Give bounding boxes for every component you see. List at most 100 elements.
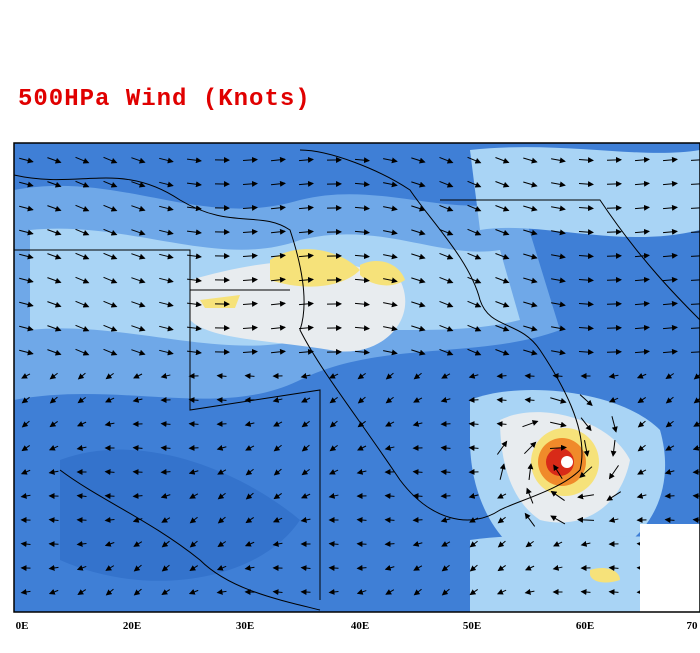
wind-arrow [160, 445, 171, 452]
wind-arrow [217, 492, 226, 500]
wind-arrow [270, 228, 286, 235]
wind-arrow [411, 229, 426, 236]
wind-arrow [131, 301, 146, 308]
wind-arrow [637, 420, 646, 428]
wind-arrow [273, 444, 282, 452]
wind-arrow [383, 157, 398, 164]
wind-arrow [270, 252, 286, 259]
wind-arrow [550, 397, 567, 404]
wind-arrow [47, 277, 62, 284]
wind-arrow [75, 348, 90, 356]
wind-arrow [354, 301, 370, 308]
wind-arrow [384, 517, 395, 524]
wind-arrow [356, 517, 367, 524]
wind-arrow [272, 396, 283, 403]
wind-arrow [412, 469, 423, 476]
wind-arrow [527, 463, 534, 481]
wind-arrow [440, 516, 451, 523]
wind-arrow [21, 445, 30, 452]
wind-arrow [48, 589, 59, 595]
wind-arrow [76, 444, 87, 451]
wind-arrow [440, 396, 451, 403]
wind-arrow [469, 540, 478, 548]
wind-arrow [75, 252, 90, 260]
wind-arrow [412, 540, 423, 547]
wind-arrow [19, 277, 34, 284]
wind-arrow [242, 156, 258, 163]
wind-arrow [578, 205, 594, 212]
wind-arrow [301, 420, 310, 428]
wind-arrow [441, 564, 450, 572]
wind-arrow [189, 516, 198, 524]
wind-arrow [523, 325, 538, 332]
wind-arrow [47, 349, 62, 356]
wind-arrow [636, 492, 647, 499]
wind-arrow [49, 396, 58, 404]
wind-arrow [131, 205, 146, 212]
wind-arrow [21, 373, 31, 379]
wind-arrow [469, 589, 478, 596]
wind-arrow [76, 540, 87, 547]
wind-arrow [692, 493, 700, 500]
wind-arrow [634, 252, 650, 259]
wind-arrow [272, 540, 283, 547]
wind-arrow [298, 276, 314, 283]
wind-arrow [524, 588, 535, 595]
wind-arrow [413, 565, 423, 571]
wind-arrow [270, 156, 286, 163]
wind-arrow [523, 157, 538, 164]
wind-arrow [693, 397, 700, 404]
wind-arrow [76, 421, 87, 427]
wind-arrow [328, 492, 339, 499]
wind-arrow [188, 421, 199, 428]
wind-arrow [411, 157, 426, 164]
wind-arrow [133, 373, 143, 379]
wind-arrow [439, 324, 454, 332]
wind-arrow [579, 466, 593, 478]
wind-arrow [583, 440, 590, 457]
wind-arrow [47, 205, 62, 212]
wind-arrow [553, 541, 563, 547]
wind-arrow [161, 564, 170, 572]
wind-arrow [495, 157, 510, 164]
wind-arrow [75, 276, 90, 284]
wind-arrow [523, 205, 538, 212]
wind-arrow [189, 540, 198, 548]
wind-arrow [354, 277, 370, 284]
wind-arrow [244, 541, 255, 547]
wind-arrow [440, 469, 451, 476]
wind-arrow [662, 348, 678, 355]
wind-arrow [439, 300, 454, 308]
wind-arrow [48, 564, 59, 571]
wind-arrow [551, 205, 566, 212]
wind-arrow [497, 540, 506, 548]
x-axis-label: 60E [576, 620, 594, 632]
wind-arrow [131, 253, 146, 260]
wind-arrow [439, 276, 454, 284]
wind-arrow [579, 394, 593, 406]
wind-arrow [354, 181, 370, 188]
wind-arrow [131, 277, 146, 284]
wind-arrow [692, 444, 700, 451]
wind-arrow [104, 541, 115, 547]
wind-arrow [411, 325, 426, 332]
wind-arrow [634, 348, 650, 355]
wind-arrow [48, 468, 59, 475]
wind-arrow [216, 373, 227, 380]
wind-arrow [495, 205, 510, 212]
wind-arrow [523, 277, 538, 284]
wind-arrow [301, 468, 310, 476]
wind-arrow [245, 468, 254, 476]
wind-arrow [133, 541, 143, 547]
x-axis-label: 50E [463, 620, 481, 632]
wind-arrow [357, 396, 366, 404]
wind-arrow [161, 589, 171, 595]
wind-arrow [524, 512, 536, 527]
wind-arrow [637, 444, 646, 452]
wind-arrow [21, 420, 30, 428]
wind-arrow [665, 373, 675, 380]
wind-arrow [47, 301, 62, 308]
wind-arrow [103, 204, 118, 212]
wind-arrow [356, 564, 367, 571]
